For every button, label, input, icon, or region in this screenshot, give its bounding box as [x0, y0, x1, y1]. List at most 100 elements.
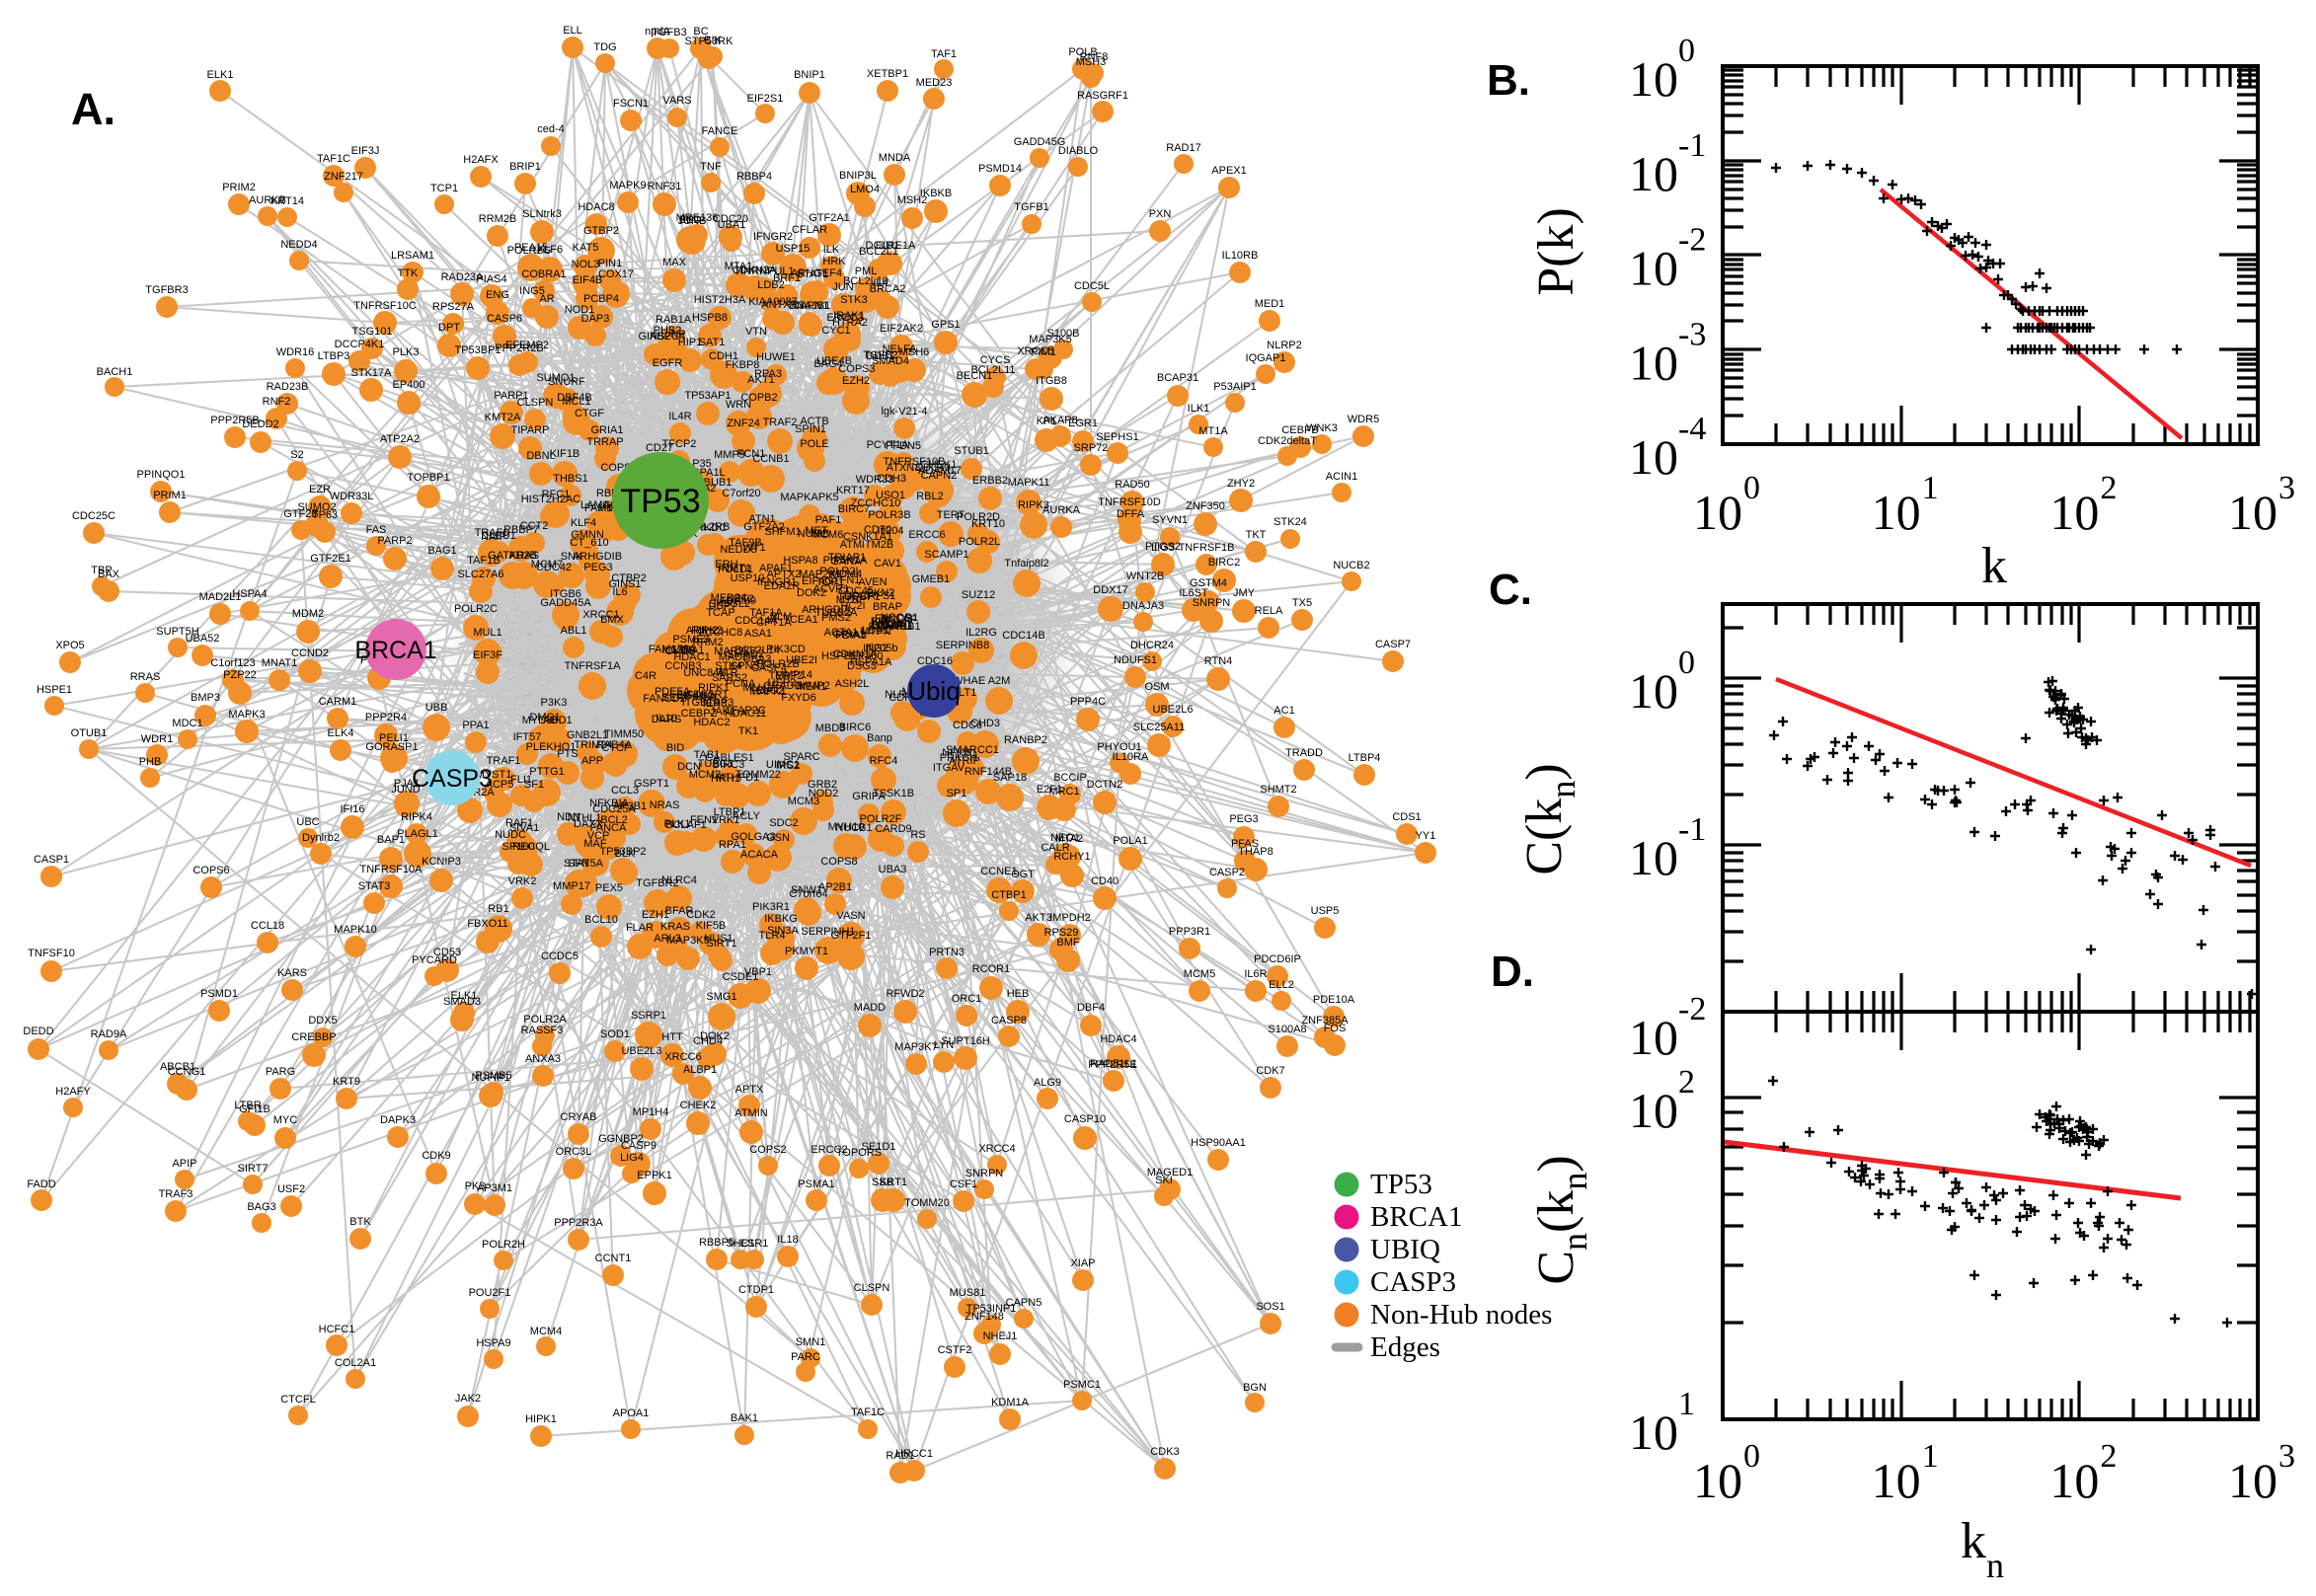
svg-text:KAT5: KAT5 — [573, 242, 599, 254]
svg-text:DARS: DARS — [652, 714, 682, 725]
svg-text:0: 0 — [1743, 1438, 1760, 1475]
svg-text:IER3: IER3 — [703, 698, 727, 710]
svg-text:RAB1A: RAB1A — [656, 314, 692, 326]
svg-text:PLK3: PLK3 — [393, 346, 420, 358]
svg-text:GOLGA3: GOLGA3 — [731, 831, 775, 843]
svg-text:MMP14: MMP14 — [775, 669, 812, 681]
svg-text:DCCP4K1: DCCP4K1 — [335, 339, 385, 350]
svg-text:LDB2: LDB2 — [757, 279, 785, 291]
svg-text:DAP3: DAP3 — [581, 313, 610, 325]
svg-text:FEN1: FEN1 — [690, 814, 718, 826]
svg-text:EID1: EID1 — [876, 240, 899, 252]
svg-text:CHEK2: CHEK2 — [680, 1100, 717, 1111]
svg-text:HCFC1: HCFC1 — [319, 1324, 355, 1335]
svg-text:RRAS: RRAS — [130, 671, 161, 683]
svg-text:UBB: UBB — [425, 702, 448, 714]
svg-text:COPS6: COPS6 — [193, 865, 229, 876]
svg-text:BMX: BMX — [600, 614, 625, 626]
svg-text:RAD23A: RAD23A — [441, 271, 484, 283]
svg-text:USF2: USF2 — [277, 1183, 305, 1195]
svg-text:IRS2: IRS2 — [776, 760, 800, 772]
svg-text:10: 10 — [1693, 485, 1742, 540]
svg-text:FCN1: FCN1 — [737, 448, 766, 460]
svg-text:RIPK4: RIPK4 — [401, 811, 432, 823]
svg-text:MTHFD1: MTHFD1 — [716, 772, 760, 784]
svg-text:WRN: WRN — [726, 399, 751, 411]
svg-text:EP300: EP300 — [850, 650, 883, 662]
svg-text:NOL3: NOL3 — [572, 259, 600, 270]
svg-text:TRAF6: TRAF6 — [475, 527, 509, 539]
svg-text:BCL2: BCL2 — [600, 814, 628, 826]
svg-text:XPO5: XPO5 — [55, 640, 84, 651]
svg-text:BIR: BIR — [871, 616, 888, 628]
svg-text:BNIP1: BNIP1 — [794, 69, 825, 81]
svg-text:ALG9: ALG9 — [1034, 1077, 1061, 1089]
svg-text:ARIH2: ARIH2 — [686, 625, 718, 637]
svg-text:TGFB1: TGFB1 — [1014, 201, 1048, 213]
svg-text:STK17A: STK17A — [351, 367, 393, 379]
svg-text:P53AIP1: P53AIP1 — [1213, 381, 1256, 393]
svg-text:DNAJA3: DNAJA3 — [1122, 600, 1164, 612]
svg-text:PEX5: PEX5 — [595, 882, 623, 894]
svg-text:EZH2: EZH2 — [842, 375, 870, 387]
svg-text:RIPK3: RIPK3 — [1018, 499, 1049, 511]
svg-text:DDX17: DDX17 — [1093, 584, 1127, 596]
svg-text:GNB2L1: GNB2L1 — [567, 729, 608, 741]
svg-text:LTBP4: LTBP4 — [1349, 752, 1381, 764]
svg-text:CAPN1: CAPN1 — [793, 300, 829, 312]
svg-text:TX5: TX5 — [1292, 597, 1312, 609]
svg-text:WDR33L: WDR33L — [330, 491, 374, 502]
svg-text:DDB1: DDB1 — [866, 350, 894, 362]
svg-text:SMAD2: SMAD2 — [727, 648, 764, 660]
svg-text:DEDD2: DEDD2 — [242, 418, 278, 430]
svg-text:SOD1: SOD1 — [600, 1028, 630, 1040]
svg-text:SEPHS1: SEPHS1 — [1096, 431, 1138, 443]
svg-text:TKT: TKT — [1246, 529, 1267, 541]
svg-text:CCNG1: CCNG1 — [168, 1066, 206, 1078]
svg-text:NP: NP — [670, 329, 685, 341]
svg-text:JAK1: JAK1 — [710, 706, 735, 718]
svg-text:HSPA4: HSPA4 — [232, 588, 267, 600]
svg-text:ATM: ATM — [840, 539, 862, 551]
svg-text:TNF: TNF — [700, 161, 722, 173]
svg-text:2: 2 — [2100, 470, 2117, 506]
svg-text:S100B: S100B — [1046, 328, 1079, 340]
svg-text:PIAS4: PIAS4 — [476, 273, 506, 285]
svg-text:BMP3: BMP3 — [191, 692, 220, 704]
svg-text:MCM6: MCM6 — [811, 529, 843, 541]
svg-text:UBA1: UBA1 — [718, 219, 746, 231]
svg-text:ELK1: ELK1 — [207, 69, 234, 81]
svg-text:VTN: VTN — [745, 326, 767, 338]
svg-text:ZNF350: ZNF350 — [1186, 500, 1225, 512]
svg-text:ACP5: ACP5 — [486, 779, 514, 791]
svg-text:BAP1: BAP1 — [377, 834, 405, 846]
svg-text:GRIA1: GRIA1 — [590, 424, 623, 436]
svg-text:Tnfaip8l2: Tnfaip8l2 — [1004, 558, 1048, 570]
svg-text:A.: A. — [71, 84, 116, 134]
svg-text:FLAR: FLAR — [626, 922, 654, 934]
svg-text:HRK: HRK — [822, 256, 846, 267]
svg-text:PKMYT1: PKMYT1 — [785, 946, 828, 957]
svg-text:CSTF2: CSTF2 — [938, 1344, 972, 1356]
svg-text:NEDD4: NEDD4 — [280, 239, 317, 251]
svg-text:RBBP7: RBBP7 — [503, 524, 539, 536]
svg-text:RNF31: RNF31 — [648, 181, 682, 192]
svg-text:IFNGR1: IFNGR1 — [757, 576, 797, 588]
svg-text:USP5: USP5 — [1311, 905, 1340, 917]
svg-text:AKAP8: AKAP8 — [1042, 415, 1077, 426]
svg-text:RFWD2: RFWD2 — [886, 988, 924, 1000]
svg-text:EFEMP2: EFEMP2 — [505, 340, 549, 351]
svg-text:EIF4G2: EIF4G2 — [676, 690, 714, 702]
svg-text:COPS8: COPS8 — [820, 856, 857, 868]
svg-text:PARP2: PARP2 — [377, 535, 412, 547]
svg-text:-1: -1 — [1678, 127, 1706, 164]
svg-text:B.: B. — [1487, 56, 1530, 105]
svg-text:PPA1: PPA1 — [462, 720, 489, 731]
svg-text:DAPK3: DAPK3 — [380, 1114, 416, 1126]
svg-text:TAF9B: TAF9B — [729, 537, 761, 549]
svg-text:TGFBR3: TGFBR3 — [145, 284, 188, 296]
svg-text:SE1D1: SE1D1 — [862, 1141, 896, 1153]
svg-text:SLC27A6: SLC27A6 — [457, 569, 503, 580]
svg-text:VRK1: VRK1 — [712, 814, 740, 826]
svg-text:PRKCH: PRKCH — [940, 752, 978, 764]
